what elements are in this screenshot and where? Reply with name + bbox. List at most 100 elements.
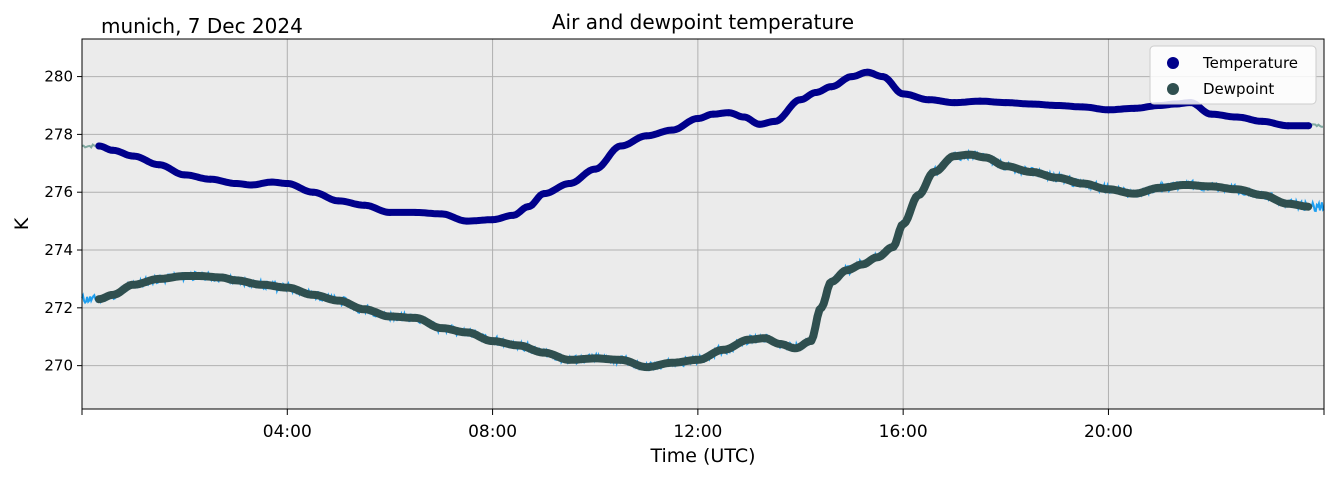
temperature-data-point [755,120,763,128]
dewpoint-data-point [668,359,676,367]
temperature-data-point [1079,103,1087,111]
legend: Temperature Dewpoint [1149,45,1317,105]
temperature-data-point [335,197,343,205]
x-axis-label: Time (UTC) [649,445,755,467]
dewpoint-data-point [437,324,445,332]
dewpoint-data-point [720,346,728,354]
temperature-data-point [129,152,137,160]
dewpoint-data-point [1156,184,1164,192]
dewpoint-data-point [843,266,851,274]
temperature-data-point [525,203,533,211]
dewpoint-data-point [776,340,784,348]
temperature-data-point [643,132,651,140]
dewpoint-data-point [1104,185,1112,193]
y-axis-label: K [11,217,33,230]
dewpoint-data-point [566,356,574,364]
dewpoint-data-point [930,168,938,176]
temperature-data-point [899,90,907,98]
temperature-data-point [437,210,445,218]
chart-subtitle: munich, 7 Dec 2024 [101,14,303,38]
temperature-data-point [1207,110,1215,118]
dewpoint-data-point [1053,174,1061,182]
temperature-data-point [1305,122,1313,130]
temperature-data-point [1284,122,1292,130]
temperature-data-point [591,165,599,173]
temperature-data-point [709,110,717,118]
dewpoint-data-point [899,220,907,228]
dewpoint-data-point [196,272,204,280]
dewpoint-data-point [915,191,923,199]
dewpoint-data-point [232,276,240,284]
dewpoint-data-point [109,291,117,299]
temperature-data-point [463,217,471,225]
dewpoint-data-point [827,278,835,286]
dewpoint-data-point [591,354,599,362]
smoothed-series [94,68,1313,372]
temperature-data-point [283,180,291,188]
dewpoint-data-point [761,334,769,342]
dewpoint-data-point [1130,190,1138,198]
dewpoint-data-point [181,272,189,280]
legend-marker [1167,83,1179,95]
dewpoint-data-point [1258,191,1266,199]
dewpoint-data-point [745,336,753,344]
dewpoint-data-point [1181,181,1189,189]
temperature-data-point [879,73,887,81]
temperature-data-point [95,142,103,150]
y-tick-label: 270 [44,357,73,375]
temperature-data-point [797,96,805,104]
temperature-data-point [976,97,984,105]
temperature-data-point [863,68,871,76]
dewpoint-data-point [1207,182,1215,190]
chart-title: Air and dewpoint temperature [552,10,854,34]
dewpoint-data-point [617,356,625,364]
x-tick-label: 04:00 [263,422,312,442]
dewpoint-data-point [463,328,471,336]
temperature-data-point [247,181,255,189]
temperature-data-point [206,175,214,183]
x-tick-label: 16:00 [879,422,928,442]
dewpoint-data-point [966,151,974,159]
dewpoint-data-point [309,291,317,299]
dewpoint-data-point [1233,185,1241,193]
legend-marker [1167,57,1179,69]
y-tick-label: 276 [44,183,73,201]
temperature-data-point [566,180,574,188]
y-tick-label: 280 [44,68,73,86]
dewpoint-data-point [217,273,225,281]
x-tick-label: 12:00 [673,422,722,442]
legend-label: Dewpoint [1203,80,1274,98]
dewpoint-data-point [694,356,702,364]
temperature-data-point [412,208,420,216]
temperature-data-point [181,171,189,179]
dewpoint-data-point [514,341,522,349]
temperature-data-point [309,188,317,196]
temperature-data-point [725,109,733,117]
dewpoint-data-point [95,295,103,303]
y-tick-label: 274 [44,241,73,259]
temperature-data-point [386,208,394,216]
dewpoint-data-point [981,154,989,162]
temperature-data-point [848,73,856,81]
temperature-data-point [1233,113,1241,121]
dewpoint-data-point [129,281,137,289]
dewpoint-data-point [950,152,958,160]
temperature-data-point [109,146,117,154]
temperature-data-point [360,201,368,209]
temperature-data-point [489,216,497,224]
temperature-data-point [509,211,517,219]
temperature-data-point [827,83,835,91]
temperature-data-point [668,126,676,134]
dewpoint-data-point [1284,200,1292,208]
temperature-data-point [1258,117,1266,125]
dewpoint-data-point [386,313,394,320]
temperature-data-point [1130,104,1138,112]
temperature-data-point [232,180,240,188]
temperature-data-point [617,142,625,150]
dewpoint-data-point [873,253,881,261]
legend-box [1149,45,1317,105]
dewpoint-data-point [1002,162,1010,170]
temperature-data-point [950,99,958,107]
dewpoint-data-point [540,349,548,357]
